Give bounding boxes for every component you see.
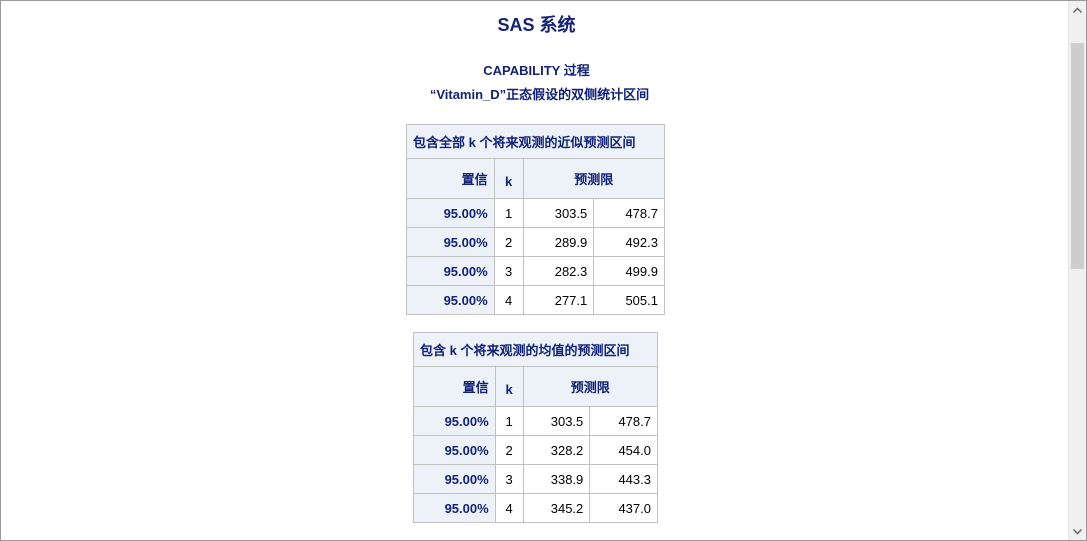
k-cell: 2 (493, 227, 524, 257)
k-cell: 4 (493, 285, 524, 315)
table-caption: 包含 k 个将来观测的均值的预测区间 (413, 332, 658, 367)
scrollbar-thumb[interactable] (1071, 43, 1084, 269)
column-header-k: k (493, 158, 524, 199)
confidence-cell: 95.00% (413, 406, 496, 436)
k-cell: 1 (494, 406, 524, 436)
confidence-cell: 95.00% (406, 227, 495, 257)
confidence-cell: 95.00% (413, 493, 496, 523)
table-row: 95.00% 3 338.9 443.3 (413, 464, 658, 494)
prediction-interval-mean-table: 包含 k 个将来观测的均值的预测区间 置信 k 预测限 95.00% 1 303… (413, 332, 659, 523)
upper-limit-cell: 443.3 (589, 464, 658, 494)
chevron-down-icon (1073, 528, 1082, 534)
lower-limit-cell: 328.2 (522, 435, 591, 465)
table-row: 95.00% 1 303.5 478.7 (406, 198, 665, 228)
upper-limit-cell: 454.0 (589, 435, 658, 465)
procedure-title: CAPABILITY 过程 (483, 63, 590, 78)
table-row: 95.00% 4 345.2 437.0 (413, 493, 658, 523)
k-cell: 4 (494, 493, 524, 523)
upper-limit-cell: 499.9 (593, 256, 665, 286)
column-header-prediction-limits: 预测限 (522, 158, 666, 199)
k-cell: 2 (494, 435, 524, 465)
confidence-cell: 95.00% (406, 256, 495, 286)
scroll-up-button[interactable] (1069, 1, 1086, 18)
lower-limit-cell: 303.5 (522, 198, 595, 228)
confidence-cell: 95.00% (406, 198, 495, 228)
lower-limit-cell: 277.1 (522, 285, 595, 315)
table-row: 95.00% 1 303.5 478.7 (413, 406, 658, 436)
k-cell: 3 (494, 464, 524, 494)
system-title: SAS 系统 (497, 15, 576, 35)
confidence-cell: 95.00% (413, 464, 496, 494)
k-cell: 1 (493, 198, 524, 228)
column-header-confidence: 置信 (413, 366, 496, 407)
upper-limit-cell: 437.0 (589, 493, 658, 523)
results-viewer: SAS 系统 CAPABILITY 过程 “Vitamin_D”正态假设的双侧统… (1, 1, 1069, 540)
table-row: 95.00% 4 277.1 505.1 (406, 285, 665, 315)
scroll-down-button[interactable] (1069, 523, 1086, 540)
lower-limit-cell: 289.9 (522, 227, 595, 257)
table-row: 95.00% 2 289.9 492.3 (406, 227, 665, 257)
vertical-scrollbar[interactable] (1068, 1, 1086, 540)
confidence-cell: 95.00% (406, 285, 495, 315)
lower-limit-cell: 338.9 (522, 464, 591, 494)
k-cell: 3 (493, 256, 524, 286)
prediction-interval-all-table: 包含全部 k 个将来观测的近似预测区间 置信 k 预测限 95.00% 1 30… (406, 124, 666, 315)
procedure-subtitle: “Vitamin_D”正态假设的双侧统计区间 (429, 87, 650, 102)
upper-limit-cell: 478.7 (593, 198, 665, 228)
lower-limit-cell: 282.3 (522, 256, 595, 286)
confidence-cell: 95.00% (413, 435, 496, 465)
upper-limit-cell: 505.1 (593, 285, 665, 315)
upper-limit-cell: 478.7 (589, 406, 658, 436)
table-caption: 包含全部 k 个将来观测的近似预测区间 (406, 124, 665, 159)
column-header-prediction-limits: 预测限 (522, 366, 659, 407)
upper-limit-cell: 492.3 (593, 227, 665, 257)
column-header-confidence: 置信 (406, 158, 495, 199)
table-row: 95.00% 3 282.3 499.9 (406, 256, 665, 286)
lower-limit-cell: 303.5 (522, 406, 591, 436)
column-header-k: k (494, 366, 524, 407)
lower-limit-cell: 345.2 (522, 493, 591, 523)
chevron-up-icon (1073, 7, 1082, 13)
table-row: 95.00% 2 328.2 454.0 (413, 435, 658, 465)
